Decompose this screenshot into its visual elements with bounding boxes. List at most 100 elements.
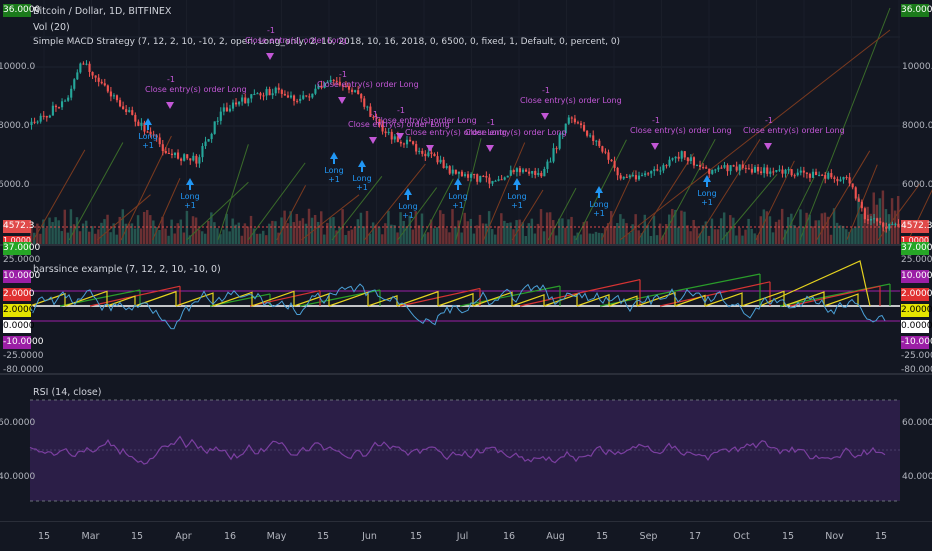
volume-bar (606, 223, 610, 244)
volume-bar (60, 231, 63, 244)
volume-bar (768, 216, 772, 244)
candle-body (48, 115, 51, 118)
strategy-trend-line (619, 29, 891, 241)
left-top-value-tag: 36.0000 (3, 4, 41, 17)
volume-bar (799, 209, 802, 244)
volume-bar (57, 220, 60, 244)
candle-body (222, 107, 225, 112)
candle-body (698, 164, 702, 168)
volume-bar (591, 233, 595, 244)
candle-body (125, 109, 128, 112)
volume-bar (503, 220, 506, 244)
candle-body (518, 168, 522, 173)
volume-bar (420, 213, 424, 244)
candle-body (329, 79, 332, 82)
candle-body (714, 169, 717, 171)
close-order-arrow-icon (338, 97, 346, 104)
volume-bar (713, 229, 717, 244)
time-axis-tick: 15 (781, 531, 795, 542)
right-osc-scale-tag: 2.0000 (901, 288, 932, 301)
volume-bar (716, 229, 720, 244)
red-barssince-line (519, 279, 641, 307)
candle-body (427, 152, 430, 157)
candle-body (891, 223, 894, 225)
volume-bar (689, 231, 692, 244)
volume-bar (432, 228, 436, 244)
volume-bar (790, 213, 793, 244)
candle-body (308, 96, 311, 98)
volume-bar (802, 227, 805, 244)
candle-body (744, 167, 747, 169)
candle-body (54, 105, 58, 108)
time-axis[interactable]: 15 Mar 15 Apr 16 May 15 Jun 15 Jul 16 Aug 15 Sep 17 Oct… (0, 521, 932, 551)
barssince-chart[interactable] (0, 246, 932, 373)
rsi-title[interactable]: RSI (14, close) (33, 387, 102, 398)
barssince-pane[interactable]: barssince example (7, 12, 2, 10, -10, 0)… (0, 242, 932, 375)
volume-bar (814, 220, 817, 244)
volume-bar (84, 220, 88, 244)
strategy-trend-line (276, 185, 307, 241)
yellow-barssince-line (472, 291, 513, 307)
long-entry-arrow-icon (454, 178, 462, 185)
volume-bar (463, 212, 466, 244)
candle-body (347, 86, 351, 90)
rsi-chart[interactable] (0, 376, 932, 521)
time-axis-tick: Oct (733, 531, 750, 542)
candle-body (482, 175, 485, 177)
candle-body (326, 81, 329, 83)
candle-body (354, 90, 357, 92)
candle-body (424, 153, 427, 157)
volume-bar (426, 232, 430, 244)
candle-body (573, 118, 576, 123)
volume-bar (161, 216, 164, 244)
candle-body (763, 167, 766, 174)
time-axis-tick: 15 (130, 531, 144, 542)
strategy-label[interactable]: Simple MACD Strategy (7, 12, 2, 10, -10,… (33, 37, 621, 47)
candle-body (170, 153, 174, 156)
left-osc-scale-tag: -10.0000 (3, 336, 44, 349)
price-chart[interactable] (0, 0, 932, 244)
close-order-qty: -1 (370, 110, 378, 119)
volume-bar (457, 220, 460, 244)
candle-body (85, 63, 88, 65)
volume-bar (411, 229, 415, 244)
candle-body (705, 167, 708, 169)
candle-body (866, 219, 870, 221)
candle-body (720, 167, 723, 169)
candle-body (238, 101, 241, 105)
candle-body (665, 165, 668, 167)
volume-bar (677, 227, 680, 244)
time-axis-tick: 15 (37, 531, 51, 542)
candle-body (341, 85, 344, 87)
candle-body (842, 177, 845, 180)
right-rsi-40: 40.0000 (902, 472, 932, 482)
candle-body (51, 105, 54, 116)
candle-body (723, 165, 726, 168)
close-order-qty: -1 (487, 118, 495, 127)
pane-separator[interactable] (0, 373, 932, 375)
pane-separator[interactable] (0, 244, 932, 246)
close-order-qty: -1 (542, 86, 550, 95)
long-entry-label: Long +1 (352, 174, 372, 192)
candle-body (314, 88, 317, 94)
candle-body (598, 140, 601, 147)
candle-body (668, 159, 671, 166)
price-pane[interactable]: Bitcoin / Dollar, 1D, BITFINEX Vol (20) … (0, 0, 932, 245)
volume-bar (668, 214, 671, 244)
strategy-trend-line (782, 176, 815, 241)
volume-bar (237, 222, 241, 244)
candle-body (766, 167, 769, 174)
candle-body (466, 174, 470, 178)
volume-indicator-label[interactable]: Vol (20) (33, 22, 70, 33)
volume-bar (338, 227, 341, 244)
left-bottom-value-tag: 1.0000 (3, 236, 31, 245)
candle-body (79, 63, 82, 73)
close-order-label: Close entry(s) order Long (348, 120, 450, 129)
candle-body (216, 120, 219, 122)
candle-body (808, 173, 812, 178)
barssince-title[interactable]: barssince example (7, 12, 2, 10, -10, 0) (33, 264, 221, 275)
left-osc-scale-tag: 2.0000 (3, 304, 35, 317)
rsi-pane[interactable]: RSI (14, close) 60.0000 40.0000 60.0000 … (0, 376, 932, 521)
candle-body (207, 139, 210, 142)
candle-body (619, 175, 622, 179)
